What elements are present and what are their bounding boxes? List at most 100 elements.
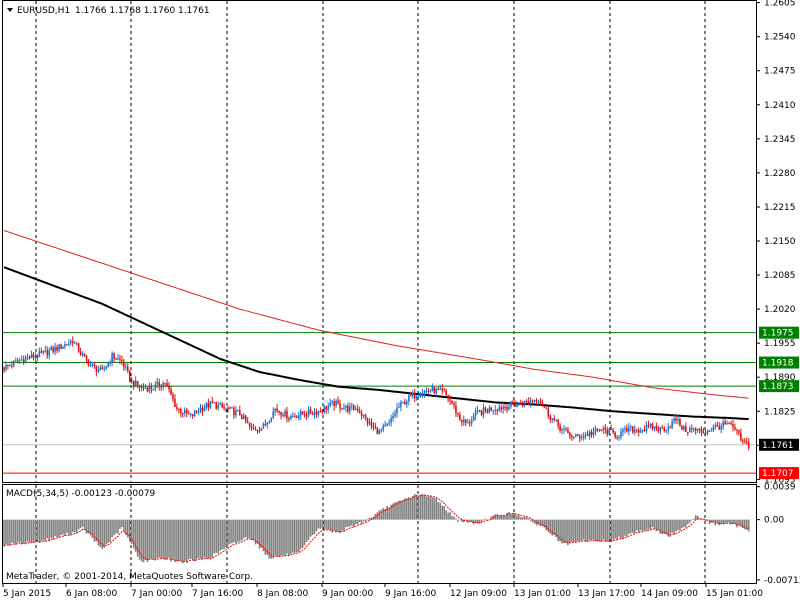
candle-body [219,403,221,405]
macd-bar [578,519,581,541]
macd-bar [504,515,506,520]
candle-body [382,425,385,430]
candle-body [62,346,64,349]
candle-body [28,357,31,359]
macd-bar [187,519,190,560]
macd-bar [543,519,546,528]
candle-body [472,415,475,421]
macd-bar [647,519,650,530]
macd-bar [97,519,100,546]
candle-body [292,415,294,417]
candle-body [115,358,117,360]
candle-body [645,425,648,431]
macd-bar [294,519,296,553]
candle-body [464,419,467,423]
candle-body [455,405,457,414]
macd-bar [586,519,589,542]
macd-bar [710,519,713,523]
candle-body [580,437,583,439]
macd-bar [278,519,280,557]
candle-body [441,388,443,391]
macd-bar [215,519,218,554]
macd-bar [527,518,530,520]
candle-body [681,425,683,430]
candle-body [305,415,308,417]
candle-body [447,394,449,399]
macd-bar [223,519,225,550]
candle-body [569,432,571,437]
macd-bar [250,519,253,541]
macd-bar [425,496,428,520]
candle-body [64,344,66,347]
candle-body [453,403,455,406]
macd-bar [235,519,237,544]
macd-bar [142,519,145,563]
macd-bar [616,519,618,540]
macd-bar [237,519,239,542]
candle-body [138,385,141,388]
candle-body [248,422,251,427]
macd-bar [189,519,192,559]
time-tick-label: 7 Jan 16:00 [192,589,244,599]
price-tick-label: 1.2410 [764,101,796,111]
price-panel-frame[interactable] [2,0,757,483]
macd-bar [390,504,392,520]
macd-bar [368,517,371,520]
candle-body [384,425,387,427]
macd-bar [172,519,174,559]
candle-body [148,386,151,392]
macd-bar [290,519,292,554]
candle-body [575,434,577,437]
level-label-box [759,380,799,393]
candle-body [406,401,408,405]
candle-body [573,436,575,438]
candle-body [166,383,168,386]
candle-body [396,407,398,414]
macd-bar [221,519,223,550]
macd-bar [669,519,671,537]
time-tick-label: 6 Jan 08:00 [66,589,118,599]
horizontal-levels[interactable] [3,332,756,474]
candle-body [233,408,235,416]
macd-bar [123,519,125,532]
macd-bar [313,519,316,535]
candle-body [152,388,155,390]
macd-bar [68,519,70,536]
macd-bar [653,519,656,529]
candle-body [140,386,143,388]
macd-bar [211,519,214,558]
macd-bar [176,519,178,562]
candle-body [523,401,526,406]
candle-body [608,428,611,435]
macd-bar [242,519,245,539]
macd-bar [417,496,420,520]
candle-body [525,401,528,403]
chart-menu-triangle-icon[interactable] [7,8,13,12]
candle-body [571,436,573,438]
macd-bar [455,518,457,520]
macd-bar [747,519,750,532]
macd-bar [164,519,166,560]
candle-body [339,403,341,409]
candle-body [618,436,620,438]
level-label-text: 1.1761 [762,441,794,451]
candle-body [718,426,721,430]
macd-bar [569,519,571,543]
macd-bar [201,519,204,560]
candle-body [343,407,345,409]
candle-body [639,430,642,433]
macd-bar [378,510,381,520]
candle-body [119,358,121,360]
macd-panel-frame[interactable] [2,484,757,584]
candle-body [178,408,180,410]
macd-bar [429,496,432,520]
macd-bar [431,497,434,520]
macd-bar [119,519,121,529]
candle-body [551,418,554,420]
candle-body [714,424,717,427]
candle-body [559,425,561,431]
candle-body [319,411,322,413]
candle-body [683,426,685,430]
candle-body [14,360,17,362]
